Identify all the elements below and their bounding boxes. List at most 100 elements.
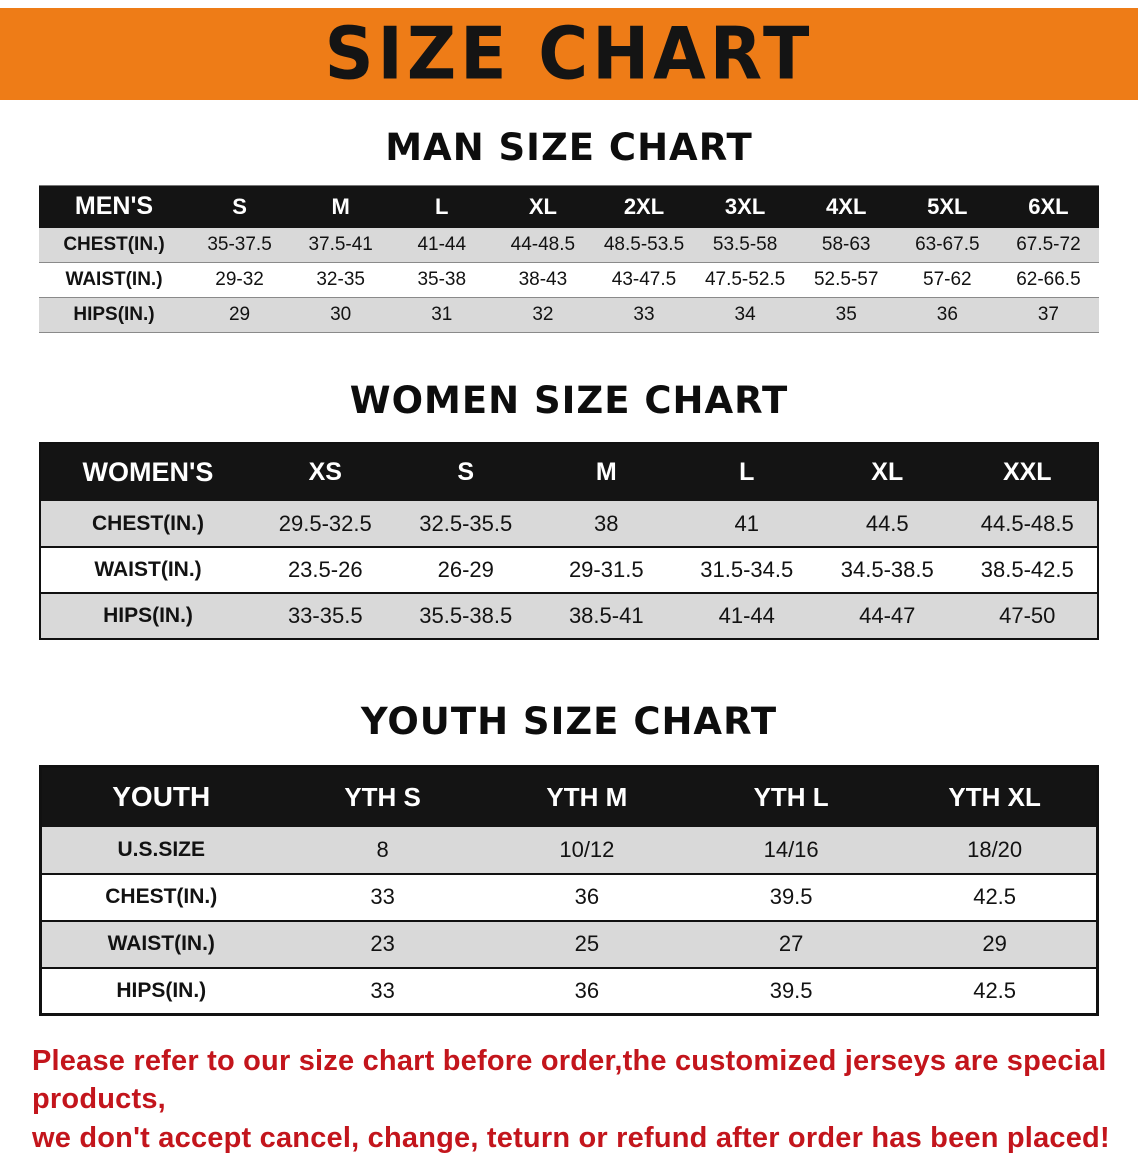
size-value-cell: 30 [330,304,352,325]
size-value-cell: 47-50 [999,603,1056,628]
size-value-cell: 25 [574,931,600,956]
size-value-cell: 39.5 [769,977,813,1003]
size-column-header: YTH S [280,766,485,827]
size-value-cell: 34 [734,304,756,325]
size-value-cell: 10/12 [559,836,615,862]
measurement-row: HIPS(IN.) 33-35.5 35.5-38.5 38.5-41 41-44 44-… [40,593,1098,639]
size-value-cell: 34.5-38.5 [840,557,934,582]
table-header-row: MEN'S S M L XL 2XL 3XL 4XL 5XL 6XL [39,185,1099,228]
size-value-cell: 29-31.5 [568,557,644,582]
row-label-cell: HIPS(IN.) [73,304,155,325]
size-column-header: 2XL [593,185,695,228]
size-value-cell: 44-48.5 [510,233,576,255]
row-label-cell: WAIST(IN.) [65,269,163,290]
women-size-chart-title: WOMEN SIZE CHART [349,379,789,422]
size-column-header: M [536,443,677,501]
size-value-cell: 67.5-72 [1016,233,1081,255]
size-value-cell: 14/16 [763,836,819,862]
size-value-cell: 31.5-34.5 [700,557,794,582]
size-value-cell: 32 [532,304,554,325]
women-size-table: WOMEN'S XS S M L XL XXL CHEST(IN.) 29.5-32.5 32.5… [39,442,1099,640]
size-value-cell: 38.5-42.5 [980,557,1074,582]
row-label-cell: WAIST(IN.) [107,932,215,955]
size-value-cell: 41-44 [417,233,467,255]
size-value-cell: 52.5-57 [813,269,879,290]
measurement-row: WAIST(IN.) 23 25 27 29 [40,920,1098,968]
table-title-cell: YOUTH [40,766,281,827]
size-column-header: 4XL [795,185,897,228]
size-value-cell: 48.5-53.5 [603,233,685,255]
size-value-cell: 42.5 [973,977,1017,1003]
size-value-cell: 36 [574,884,600,909]
youth-size-chart-title: YOUTH SIZE CHART [360,700,778,743]
size-column-header: L [391,185,493,228]
row-label-cell: WAIST(IN.) [94,558,202,581]
size-value-cell: 57-62 [923,269,972,290]
table-header-row: WOMEN'S XS S M L XL XXL [40,443,1098,501]
measurement-row: WAIST(IN.) 23.5-26 26-29 29-31.5 31.5-34.5 34… [40,547,1098,593]
row-label-cell: CHEST(IN.) [92,511,204,535]
size-column-header: XS [255,443,396,501]
size-value-cell: 33 [633,304,655,325]
size-value-cell: 23 [370,931,395,956]
size-column-header: 5XL [896,185,998,228]
measurement-row: HIPS(IN.) 29 30 31 32 33 34 35 36 37 [39,297,1099,333]
size-value-cell: 32-35 [316,269,365,290]
size-value-cell: 27 [778,931,804,956]
size-value-cell: 35-38 [417,269,467,290]
measurement-row: U.S.SIZE 8 10/12 14/16 18/20 [40,826,1098,874]
size-column-header: 6XL [997,185,1099,228]
size-value-cell: 44.5-48.5 [980,510,1074,536]
size-value-cell: 35 [835,304,857,325]
measurement-row: CHEST(IN.) 29.5-32.5 32.5-35.5 38 41 44.5 44.5… [40,501,1098,547]
size-value-cell: 29.5-32.5 [278,510,372,536]
size-value-cell: 38-43 [518,269,568,290]
size-value-cell: 38.5-41 [568,603,644,628]
size-value-cell: 42.5 [973,884,1017,909]
size-value-cell: 62-66.5 [1016,269,1081,290]
size-value-cell: 33 [370,977,395,1003]
size-column-header: L [676,443,817,501]
size-value-cell: 35.5-38.5 [419,603,513,628]
table-header-row: YOUTH YTH S YTH M YTH L YTH XL [40,766,1098,827]
size-value-cell: 8 [376,836,389,862]
table-title-cell: MEN'S [39,185,189,228]
man-size-chart-title: MAN SIZE CHART [385,126,753,169]
size-value-cell: 41 [734,510,759,536]
size-value-cell: 44-47 [859,603,916,628]
size-value-cell: 43-47.5 [611,269,677,290]
size-column-header: YTH L [689,766,894,827]
row-label-cell: U.S.SIZE [117,837,206,861]
youth-size-table: YOUTH YTH S YTH M YTH L YTH XL U.S.SIZE 8 10/12… [39,765,1099,1016]
size-chart-banner: SIZE CHART [0,8,1138,100]
size-value-cell: 29 [228,304,251,325]
size-value-cell: 26-29 [437,557,494,582]
size-column-header: 3XL [694,185,796,228]
man-size-chart-section: MAN SIZE CHART MEN'S S M L XL 2XL 3XL 4XL 5XL 6XL… [0,126,1138,333]
size-value-cell: 37 [1037,304,1059,325]
row-label-cell: CHEST(IN.) [105,885,218,908]
disclaimer-note: Please refer to our size chart before or… [32,1042,1118,1157]
size-value-cell: 39.5 [769,884,813,909]
page-title: SIZE CHART [324,12,814,96]
size-value-cell: 18/20 [967,836,1023,862]
size-value-cell: 41-44 [718,603,775,628]
man-size-table: MEN'S S M L XL 2XL 3XL 4XL 5XL 6XL CHEST(IN.) 35-37… [39,185,1099,333]
size-column-header: YTH M [484,766,689,827]
size-value-cell: 58-63 [821,233,871,255]
size-value-cell: 38 [594,510,619,536]
size-value-cell: 33 [370,884,395,909]
row-label-cell: CHEST(IN.) [63,233,165,255]
measurement-row: CHEST(IN.) 33 36 39.5 42.5 [40,873,1098,921]
table-title-cell: WOMEN'S [40,443,255,501]
measurement-row: WAIST(IN.) 29-32 32-35 35-38 38-43 43-47.5 47.… [39,262,1099,298]
size-column-header: YTH XL [893,766,1098,827]
size-value-cell: 23.5-26 [287,557,363,582]
size-value-cell: 63-67.5 [915,233,980,255]
size-value-cell: 35-37.5 [207,233,272,255]
measurement-row: CHEST(IN.) 35-37.5 37.5-41 41-44 44-48.5 48.5… [39,227,1099,263]
size-column-header: XL [817,443,958,501]
size-value-cell: 36 [936,304,958,325]
size-value-cell: 36 [574,977,600,1003]
size-value-cell: 53.5-58 [712,233,778,255]
